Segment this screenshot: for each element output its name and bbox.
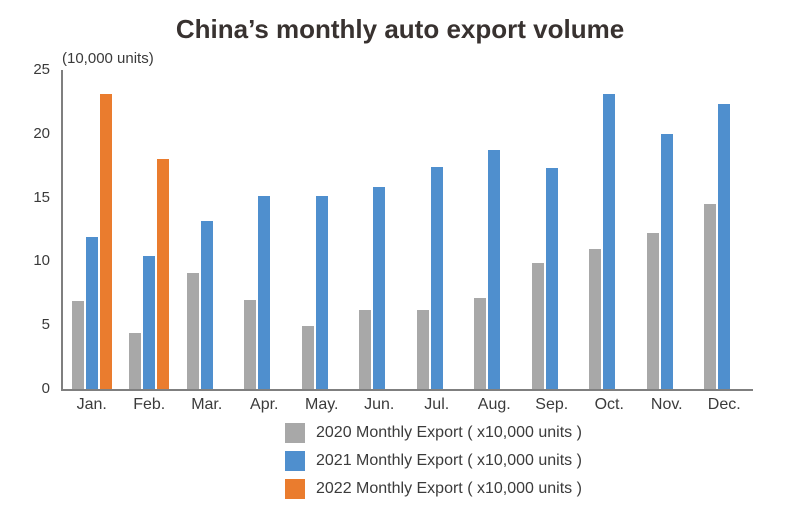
- legend-label-2022: 2022 Monthly Export ( x10,000 units ): [316, 480, 582, 497]
- bar-group-oct: [581, 70, 639, 389]
- bar-group-mar: [178, 70, 236, 389]
- bar-group-may: [293, 70, 351, 389]
- x-label-sep: Sep.: [535, 396, 569, 413]
- legend-label-2020: 2020 Monthly Export ( x10,000 units ): [316, 424, 582, 441]
- bar-group-jul: [408, 70, 466, 389]
- x-label-mar: Mar.: [191, 396, 223, 413]
- bar-group-feb: [121, 70, 179, 389]
- legend-swatch-2020: [285, 423, 305, 443]
- bar-2020-dec: [704, 204, 717, 389]
- bar-group-dec: [696, 70, 754, 389]
- x-label-dec: Dec.: [707, 396, 741, 413]
- bar-2021-jan: [85, 237, 98, 389]
- y-tick-15: 15: [33, 188, 50, 206]
- y-tick-10: 10: [33, 252, 50, 270]
- y-tick-5: 5: [41, 316, 50, 334]
- x-label-jul: Jul.: [424, 396, 450, 413]
- bar-group-aug: [466, 70, 524, 389]
- bar-2020-nov: [646, 233, 659, 389]
- bar-2020-feb: [129, 333, 142, 389]
- bar-2021-sep: [545, 168, 558, 389]
- y-tick-20: 20: [33, 124, 50, 142]
- bar-2020-mar: [186, 273, 199, 389]
- bar-2020-jun: [359, 310, 372, 389]
- bar-2021-oct: [603, 94, 616, 389]
- x-label-nov: Nov.: [650, 396, 683, 413]
- bar-2021-feb: [143, 256, 156, 389]
- bar-2021-aug: [488, 150, 501, 389]
- y-tick-0: 0: [41, 380, 50, 397]
- legend-label-2021: 2021 Monthly Export ( x10,000 units ): [316, 452, 582, 469]
- bar-group-sep: [523, 70, 581, 389]
- x-label-jan: Jan.: [76, 396, 107, 413]
- bar-2021-may: [315, 196, 328, 389]
- legend-row-2021: 2021 Monthly Export ( x10,000 units ): [285, 451, 582, 471]
- plot-area: [63, 70, 753, 389]
- y-axis-line: [61, 70, 63, 390]
- bar-2022-jan: [99, 94, 112, 389]
- legend-row-2022: 2022 Monthly Export ( x10,000 units ): [285, 479, 582, 499]
- legend: 2020 Monthly Export ( x10,000 units ) 202…: [285, 423, 582, 507]
- x-label-apr: Apr.: [250, 396, 279, 413]
- bar-2020-jul: [416, 310, 429, 389]
- bar-group-jan: [63, 70, 121, 389]
- chart-title: China’s monthly auto export volume: [175, 14, 625, 44]
- bar-2021-jun: [373, 187, 386, 389]
- bar-2020-may: [301, 326, 314, 389]
- x-label-feb: Feb.: [133, 396, 166, 413]
- bar-group-nov: [638, 70, 696, 389]
- y-axis-unit-label: (10,000 units): [62, 50, 154, 67]
- bar-group-apr: [236, 70, 294, 389]
- bar-2020-sep: [531, 263, 544, 389]
- bar-2020-aug: [474, 298, 487, 389]
- x-label-oct: Oct.: [594, 396, 624, 413]
- bar-2021-jul: [430, 167, 443, 389]
- x-label-may: May.: [305, 396, 339, 413]
- bar-2021-apr: [258, 196, 271, 389]
- x-label-jun: Jun.: [364, 396, 395, 413]
- x-axis-labels: Jan. Feb. Mar. Apr. May. Jun. Jul. Aug. Sep. Oct.…: [63, 396, 753, 414]
- bar-2022-feb: [157, 159, 170, 389]
- legend-swatch-2022: [285, 479, 305, 499]
- bar-2020-apr: [244, 300, 257, 389]
- bar-2021-nov: [660, 134, 673, 389]
- legend-row-2020: 2020 Monthly Export ( x10,000 units ): [285, 423, 582, 443]
- bar-2021-mar: [200, 221, 213, 389]
- x-axis-line: [61, 389, 753, 391]
- y-tick-25: 25: [33, 61, 50, 78]
- x-label-aug: Aug.: [477, 396, 511, 413]
- bar-2020-jan: [71, 301, 84, 389]
- bar-group-jun: [351, 70, 409, 389]
- bar-2020-oct: [589, 249, 602, 389]
- bar-2021-dec: [718, 104, 731, 389]
- legend-swatch-2021: [285, 451, 305, 471]
